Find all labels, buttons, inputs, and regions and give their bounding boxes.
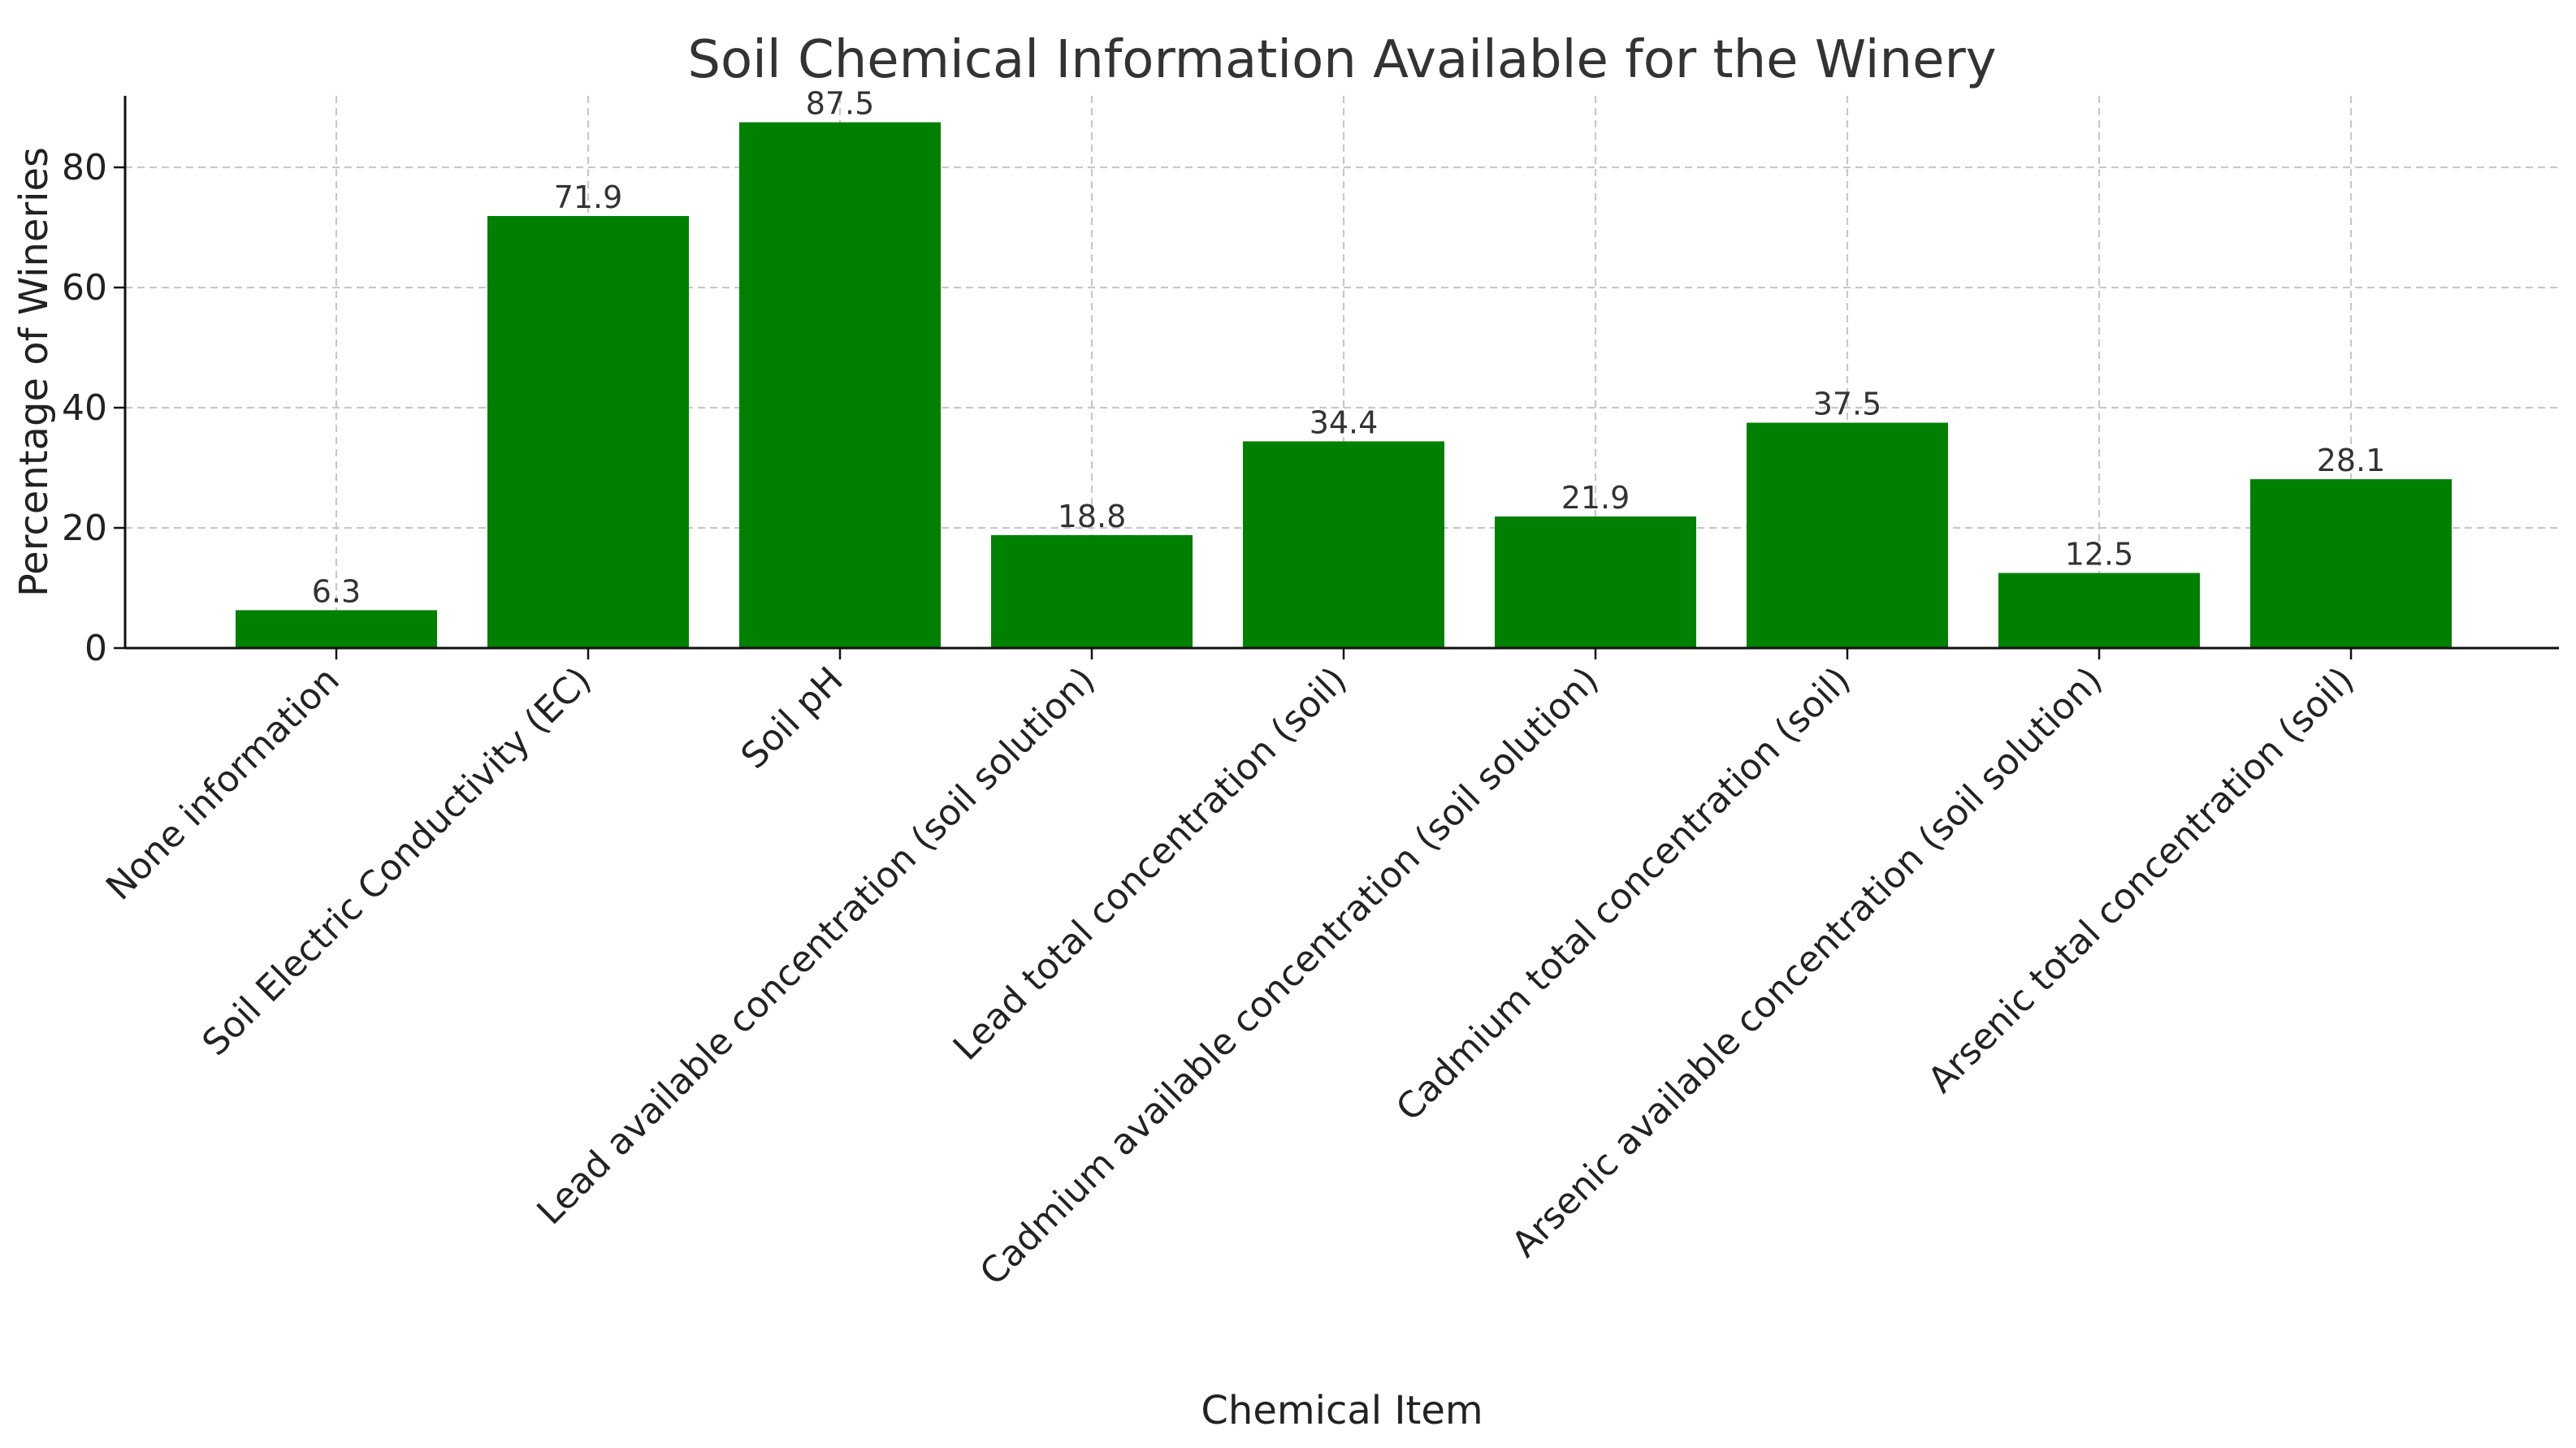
x-tick-label: Lead total concentration (soil) — [946, 659, 1355, 1069]
bar-value-label: 12.5 — [2065, 537, 2134, 573]
y-ticks: 0 20 40 60 80 — [62, 147, 125, 669]
y-axis-label: Percentage of Wineries — [11, 147, 57, 597]
axes — [123, 96, 2559, 650]
bars — [236, 122, 2452, 648]
bar-value-label: 18.8 — [1058, 499, 1127, 534]
x-tick-label: Soil Electric Conductivity (EC) — [194, 659, 599, 1064]
x-axis-label: Chemical Item — [1201, 1388, 1483, 1433]
bar — [1495, 516, 1696, 648]
bar-value-label: 21.9 — [1561, 480, 1630, 516]
bar-value-label: 87.5 — [806, 86, 875, 122]
bar-value-label: 28.1 — [2317, 443, 2386, 478]
x-tick-label: Arsenic total concentration (soil) — [1920, 659, 2362, 1101]
bar — [1243, 441, 1444, 648]
y-tick-label: 40 — [62, 387, 107, 429]
y-tick-label: 80 — [62, 147, 107, 188]
y-tick-label: 20 — [62, 508, 107, 549]
bar — [2250, 479, 2452, 648]
y-tick-label: 0 — [84, 628, 107, 669]
x-tick-label: Soil pH — [734, 659, 851, 777]
y-tick-label: 60 — [62, 267, 107, 309]
x-tick-label: None information — [98, 659, 348, 909]
x-tick-label: Arsenic available concentration (soil so… — [1504, 659, 2110, 1265]
bar — [236, 610, 437, 648]
bar — [1747, 422, 1948, 648]
bar — [1998, 573, 2200, 648]
data-labels: 6.3 71.9 87.5 18.8 34.4 21.9 37.5 12.5 28.1 — [312, 86, 2386, 610]
chart-title: Soil Chemical Information Available for … — [687, 30, 1996, 90]
x-tick-label: Lead available concentration (soil solut… — [529, 659, 1102, 1233]
bar-value-label: 6.3 — [312, 573, 361, 609]
bar-value-label: 37.5 — [1813, 387, 1882, 422]
bar-value-label: 34.4 — [1310, 404, 1379, 440]
bar — [487, 215, 689, 648]
bar-value-label: 71.9 — [554, 179, 623, 215]
bar — [991, 534, 1193, 648]
x-tick-label: Cadmium total concentration (soil) — [1388, 659, 1859, 1130]
bar — [739, 122, 941, 648]
